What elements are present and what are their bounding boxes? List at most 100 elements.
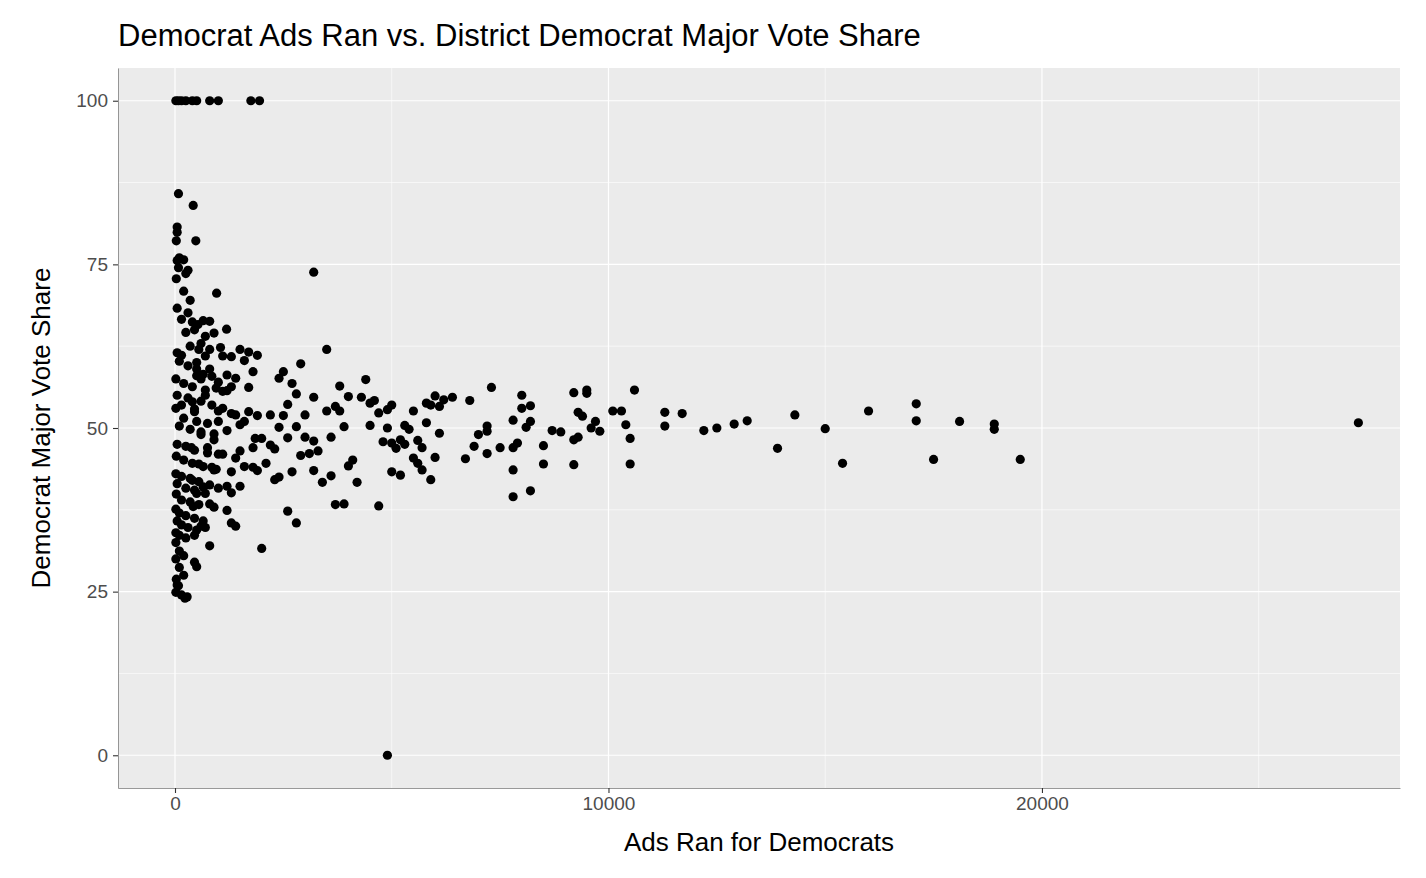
point: [175, 421, 184, 430]
point: [569, 435, 578, 444]
point: [274, 423, 283, 432]
point: [483, 449, 492, 458]
point: [352, 478, 361, 487]
tick-label: 75: [87, 254, 108, 275]
point: [426, 475, 435, 484]
point: [214, 96, 223, 105]
point: [190, 486, 199, 495]
point: [383, 405, 392, 414]
point: [409, 406, 418, 415]
point: [205, 317, 214, 326]
point: [209, 503, 218, 512]
point: [374, 408, 383, 417]
point: [207, 372, 216, 381]
grid-line: [118, 591, 1400, 592]
point: [183, 361, 192, 370]
point: [400, 421, 409, 430]
point: [357, 393, 366, 402]
point: [177, 400, 186, 409]
point: [181, 442, 190, 451]
point: [179, 571, 188, 580]
point: [173, 580, 182, 589]
point: [192, 562, 201, 571]
point: [322, 406, 331, 415]
point: [617, 406, 626, 415]
point: [179, 414, 188, 423]
point: [556, 427, 565, 436]
point: [461, 454, 470, 463]
point: [361, 375, 370, 384]
minor-grid-line: [118, 673, 1400, 674]
point: [365, 421, 374, 430]
point: [231, 454, 240, 463]
point: [188, 459, 197, 468]
point: [912, 416, 921, 425]
tick-label: 0: [170, 793, 181, 814]
point: [929, 455, 938, 464]
point: [222, 370, 231, 379]
point: [595, 427, 604, 436]
point: [240, 356, 249, 365]
point: [222, 325, 231, 334]
point: [214, 406, 223, 415]
point: [186, 474, 195, 483]
point: [305, 449, 314, 458]
point: [678, 409, 687, 418]
point: [172, 236, 181, 245]
point: [183, 393, 192, 402]
point: [196, 397, 205, 406]
point: [448, 393, 457, 402]
point: [181, 511, 190, 520]
grid-line: [118, 755, 1400, 756]
point: [387, 467, 396, 476]
point: [309, 466, 318, 475]
point: [509, 492, 518, 501]
point: [296, 359, 305, 368]
tick: 75: [87, 254, 118, 275]
point: [214, 484, 223, 493]
point: [335, 382, 344, 391]
point: [179, 379, 188, 388]
point: [235, 482, 244, 491]
point: [626, 434, 635, 443]
point: [621, 420, 630, 429]
point: [300, 433, 309, 442]
point: [253, 351, 262, 360]
points: [171, 96, 1363, 760]
point: [526, 486, 535, 495]
chart: 010000200000255075100Democrat Ads Ran vs…: [0, 0, 1426, 878]
point: [240, 462, 249, 471]
point: [821, 424, 830, 433]
point: [201, 385, 210, 394]
point: [171, 554, 180, 563]
point: [509, 443, 518, 452]
point: [378, 437, 387, 446]
point: [196, 427, 205, 436]
point: [183, 592, 192, 601]
point: [248, 463, 257, 472]
point: [173, 391, 182, 400]
point: [322, 345, 331, 354]
grid: [118, 68, 1400, 788]
point: [248, 367, 257, 376]
tick-mark: [1042, 788, 1043, 793]
point: [171, 374, 180, 383]
point: [630, 385, 639, 394]
point: [309, 393, 318, 402]
plot: 010000200000255075100: [76, 68, 1400, 814]
point: [218, 351, 227, 360]
point: [509, 465, 518, 474]
point: [283, 507, 292, 516]
point: [339, 422, 348, 431]
point: [255, 96, 264, 105]
point: [246, 96, 255, 105]
point: [218, 450, 227, 459]
panel: [118, 68, 1400, 788]
point: [292, 389, 301, 398]
point: [287, 379, 296, 388]
point: [188, 382, 197, 391]
point: [173, 440, 182, 449]
grid-line: [118, 264, 1400, 265]
point: [186, 296, 195, 305]
point: [201, 489, 210, 498]
